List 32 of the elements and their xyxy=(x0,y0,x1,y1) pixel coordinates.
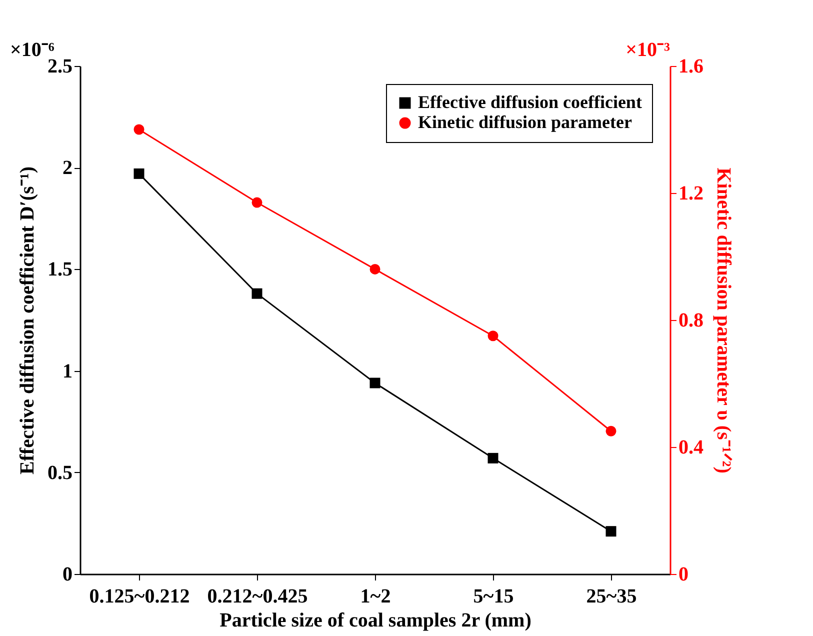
y-axis-title: Effective diffusion coefficient D′(s⁻¹) xyxy=(16,166,38,474)
x-axis-title: Particle size of coal samples 2r (mm) xyxy=(220,610,532,632)
legend-label: Kinetic diffusion parameter xyxy=(418,112,632,132)
y2-tick-label: 1.6 xyxy=(678,56,704,78)
point xyxy=(252,288,262,299)
point xyxy=(606,426,616,436)
y-tick-label: 0.5 xyxy=(48,462,72,484)
point xyxy=(134,168,144,179)
y2-tick-label: 0 xyxy=(678,564,688,586)
point xyxy=(488,330,498,342)
x-tick-label: 25~35 xyxy=(586,586,637,608)
y2-tick-label: 1.2 xyxy=(678,182,704,204)
x-tick-label: 5~15 xyxy=(473,586,514,608)
point xyxy=(488,452,498,464)
legend-label: Effective diffusion coefficient xyxy=(418,92,642,112)
point xyxy=(606,526,616,537)
y-tick-label: 2 xyxy=(62,157,72,180)
point xyxy=(370,264,380,274)
y2-tick-label: 0.4 xyxy=(678,436,704,458)
x-tick-label: 1~2 xyxy=(360,586,391,608)
y2-tick-label: 0.8 xyxy=(678,310,704,332)
point xyxy=(370,378,380,388)
x-tick-label: 0.125~0.212 xyxy=(89,586,190,608)
y-tick-label: 1 xyxy=(62,360,72,382)
point xyxy=(134,124,144,135)
y-tick-label: 0 xyxy=(62,564,72,586)
y2-axis-title: Kinetic diffusion parameter υ (s⁻¹ᐟ²) xyxy=(712,168,734,474)
text: ×10⁻³ xyxy=(626,39,670,61)
x-tick-label: 0.212~0.425 xyxy=(207,586,308,608)
point xyxy=(252,197,262,208)
y-tick-label: 2.5 xyxy=(48,56,72,78)
y-tick-label: 1.5 xyxy=(48,258,72,281)
